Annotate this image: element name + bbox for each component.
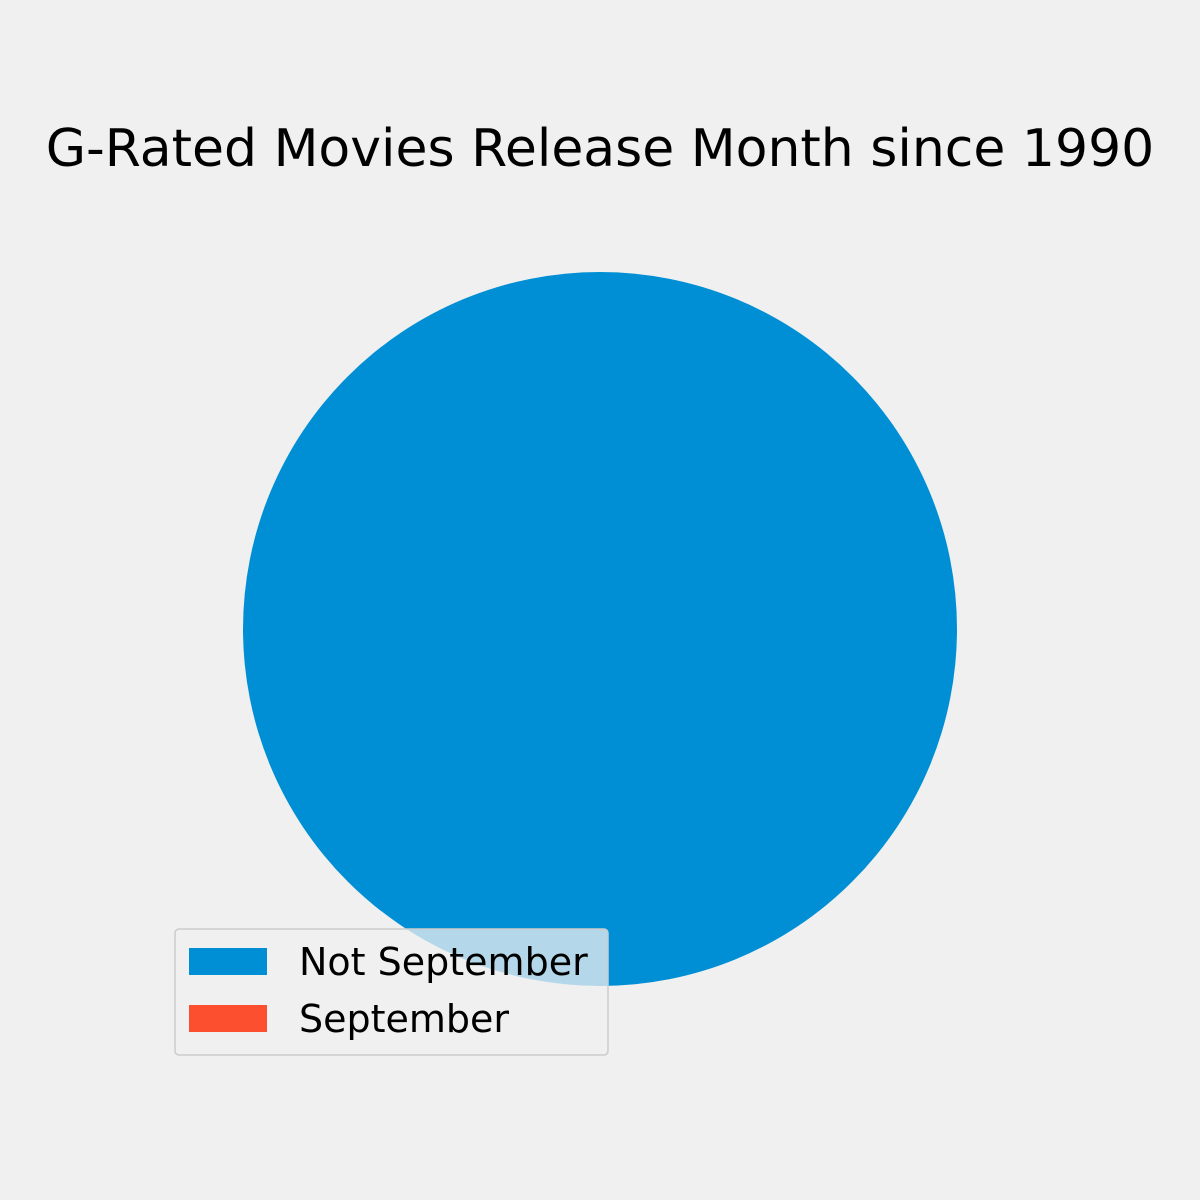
legend: Not September September [174,928,609,1056]
legend-swatch-september [189,1005,267,1032]
chart-title: G-Rated Movies Release Month since 1990 [46,119,1155,179]
pie-slices [243,272,957,986]
legend-label-september: September [299,997,509,1041]
pie-slice-not-september [243,272,957,986]
legend-label-not-september: Not September [299,940,588,984]
legend-frame [174,928,609,1056]
legend-swatch-not-september [189,948,267,975]
